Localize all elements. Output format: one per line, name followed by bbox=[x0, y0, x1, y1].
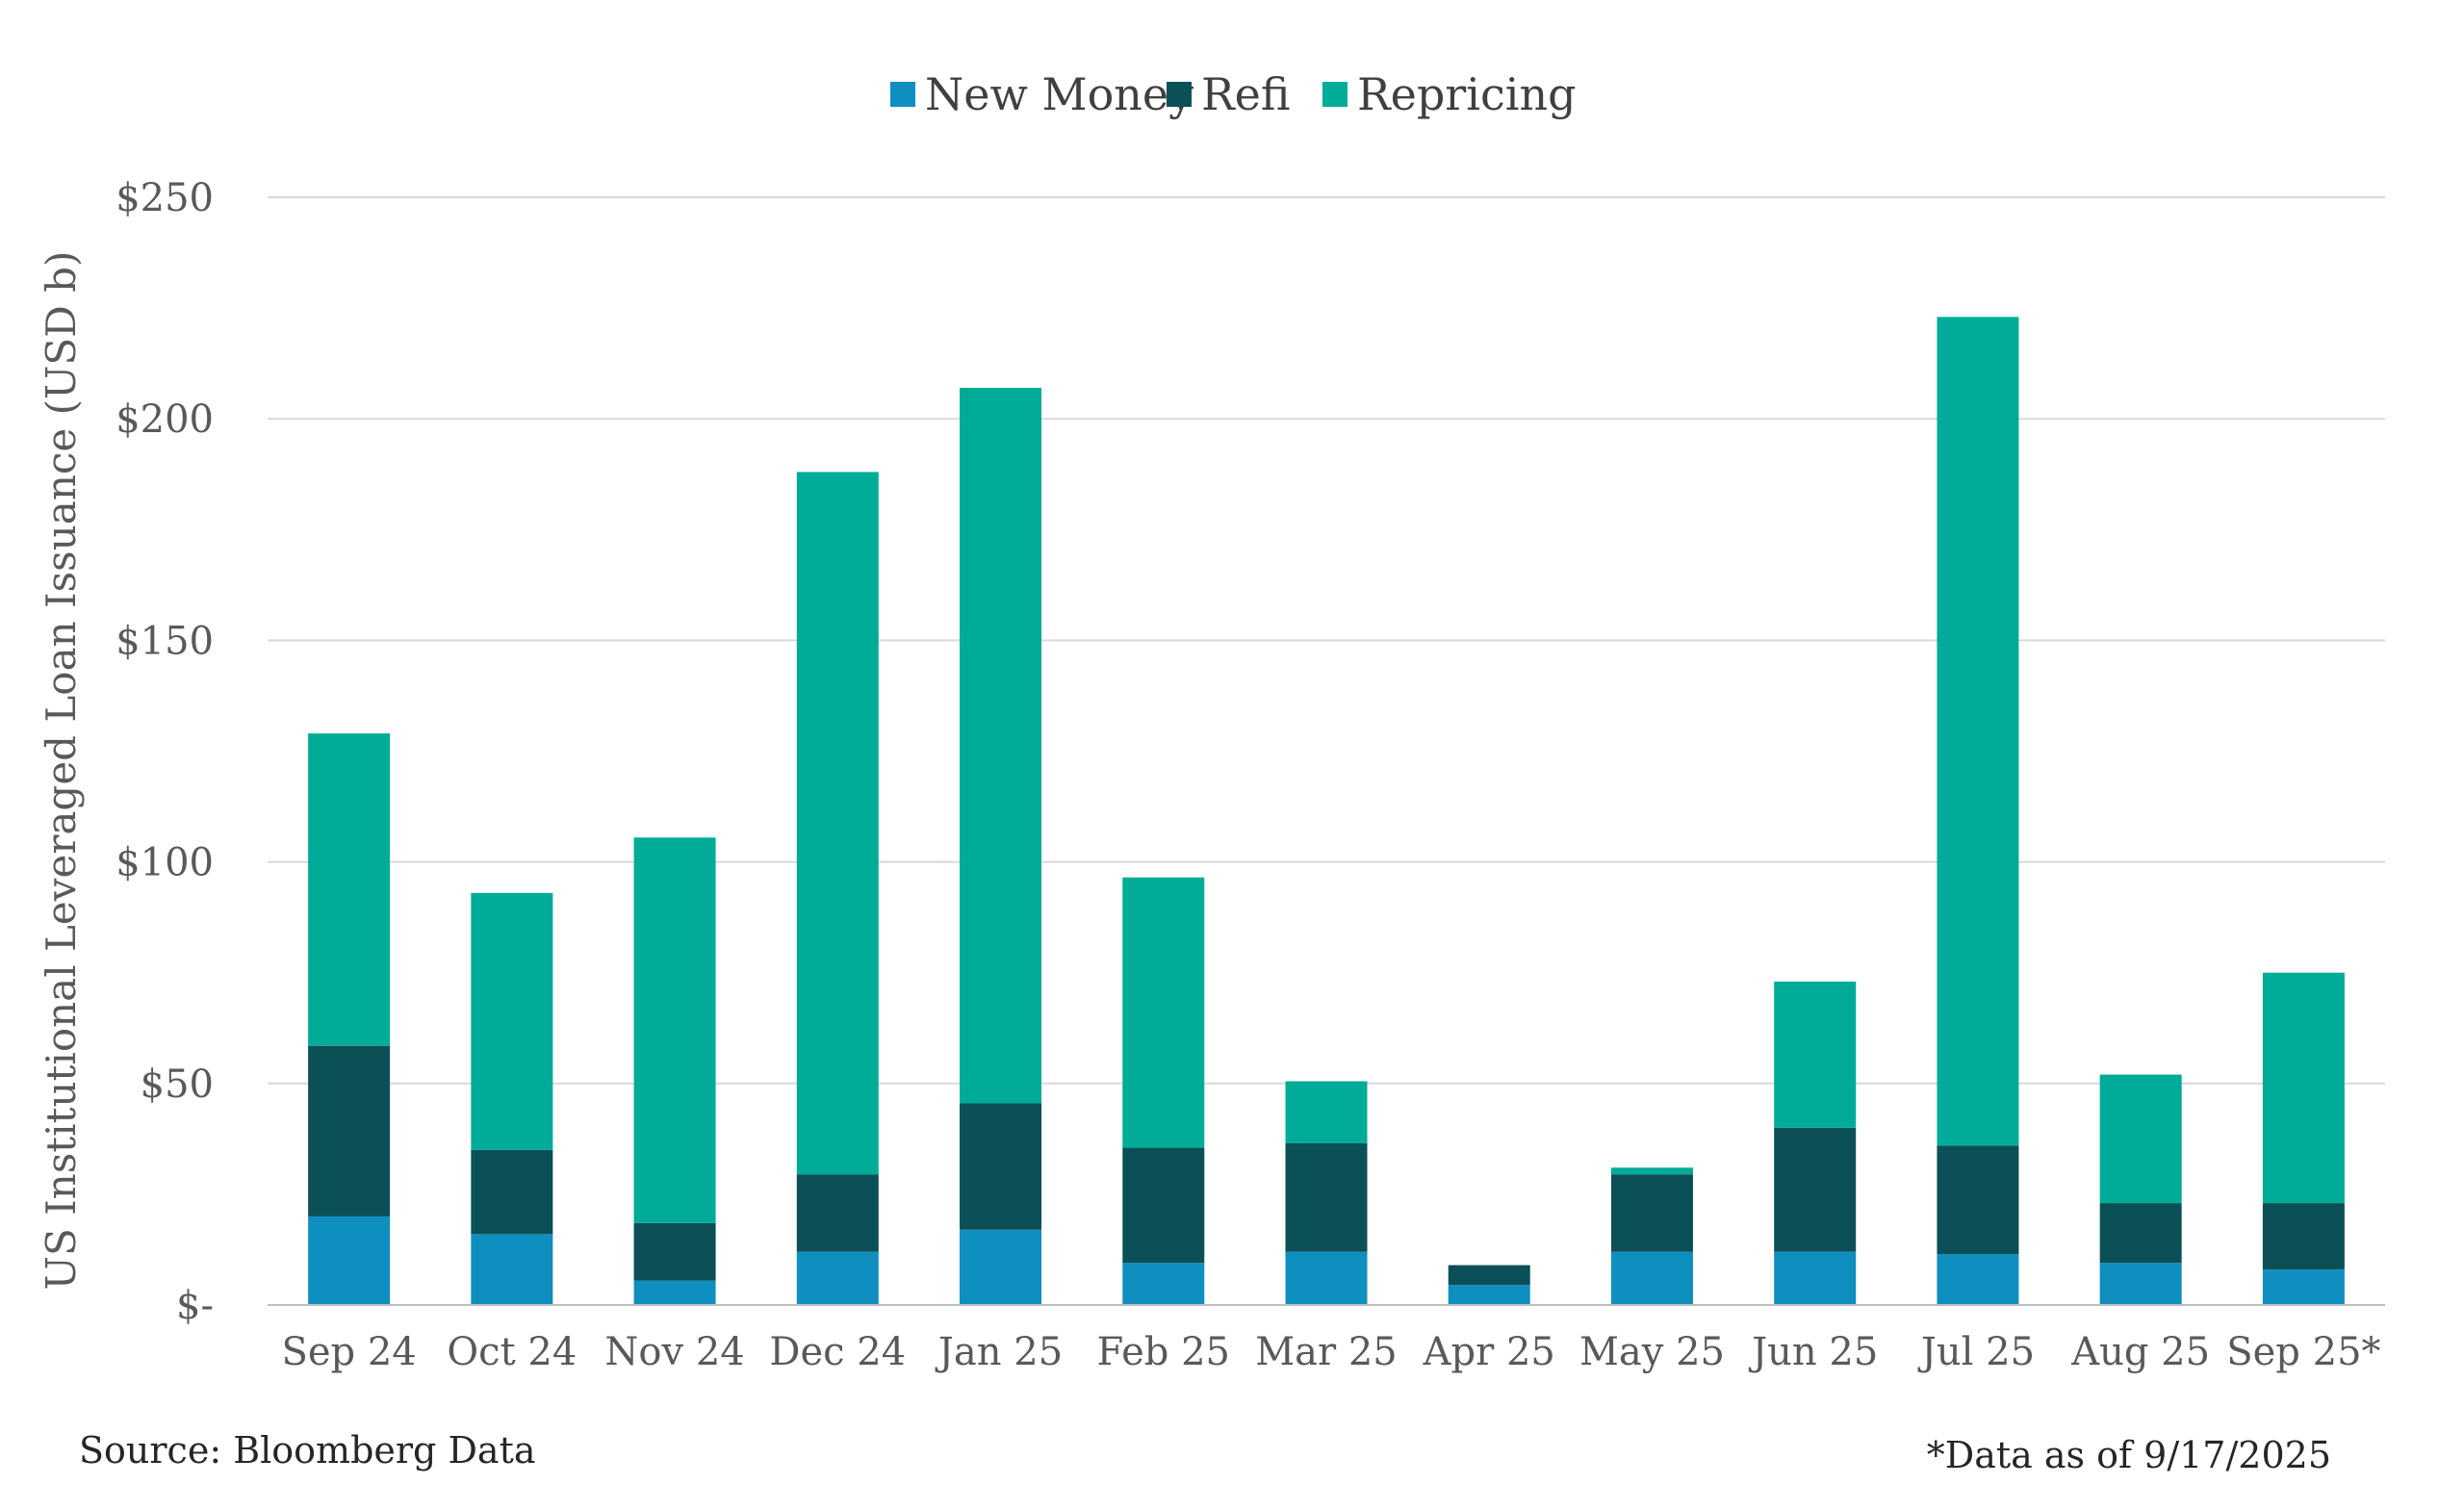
y-tick-label: $200 bbox=[116, 397, 214, 442]
bar-segment-refi bbox=[471, 1149, 553, 1235]
x-tick-label: Feb 25 bbox=[1097, 1330, 1230, 1374]
y-tick-label: $- bbox=[176, 1284, 214, 1328]
bar-segment-repricing bbox=[1774, 981, 1857, 1128]
legend-label: Refi bbox=[1201, 68, 1291, 120]
bar-segment-repricing bbox=[1937, 317, 2019, 1146]
y-tick-label: $250 bbox=[116, 176, 214, 220]
bar-segment-new-money bbox=[2099, 1263, 2182, 1305]
bar-segment-repricing bbox=[308, 733, 391, 1046]
x-tick-label: Aug 25 bbox=[2070, 1330, 2210, 1374]
bar-segment-new-money bbox=[1285, 1251, 1368, 1305]
x-tick-label: Jun 25 bbox=[1748, 1330, 1878, 1374]
bar-segment-refi bbox=[1122, 1147, 1205, 1264]
bar-segment-new-money bbox=[1610, 1251, 1693, 1305]
x-tick-label: Apr 25 bbox=[1423, 1330, 1555, 1374]
legend-label: New Money bbox=[925, 68, 1194, 120]
bar-segment-refi bbox=[2099, 1203, 2182, 1264]
bar-segment-new-money bbox=[1937, 1254, 2019, 1305]
x-tick-label: Oct 24 bbox=[447, 1330, 577, 1374]
bar-segment-repricing bbox=[471, 892, 553, 1150]
bar-segment-repricing bbox=[633, 837, 716, 1223]
bar-segment-new-money bbox=[1122, 1263, 1205, 1305]
bar-segment-new-money bbox=[796, 1251, 879, 1305]
bar-segment-refi bbox=[633, 1222, 716, 1281]
x-tick-label: Dec 24 bbox=[769, 1330, 906, 1374]
bar-segment-repricing bbox=[1610, 1167, 1693, 1175]
y-axis-ticks: $- $50 $100 $150 $200 $250 bbox=[116, 176, 214, 1328]
data-as-of-note: *Data as of 9/17/2025 bbox=[1926, 1434, 2331, 1476]
bar-segment-refi bbox=[1937, 1145, 2019, 1255]
gridlines bbox=[268, 196, 2385, 1085]
legend-swatch bbox=[1322, 82, 1348, 107]
x-tick-label: Mar 25 bbox=[1255, 1330, 1398, 1374]
y-tick-label: $150 bbox=[116, 619, 214, 663]
x-tick-label: May 25 bbox=[1579, 1330, 1725, 1374]
source-note: Source: Bloomberg Data bbox=[79, 1429, 536, 1472]
bar-segment-refi bbox=[308, 1045, 391, 1216]
y-tick-label: $50 bbox=[141, 1062, 214, 1107]
bars bbox=[308, 317, 2345, 1305]
bar-segment-new-money bbox=[2262, 1269, 2345, 1305]
bar-segment-repricing bbox=[2262, 972, 2345, 1204]
legend-label: Repricing bbox=[1357, 68, 1577, 120]
x-tick-label: Sep 25* bbox=[2226, 1330, 2380, 1374]
bar-segment-repricing bbox=[796, 472, 879, 1175]
bar-segment-refi bbox=[1285, 1142, 1368, 1252]
bar-segment-repricing bbox=[960, 387, 1042, 1104]
bar-segment-repricing bbox=[1122, 877, 1205, 1148]
bar-segment-new-money bbox=[308, 1216, 391, 1305]
legend-swatch bbox=[1167, 82, 1192, 107]
bar-segment-repricing bbox=[2099, 1074, 2182, 1204]
x-tick-label: Sep 24 bbox=[281, 1330, 416, 1374]
x-tick-label: Jan 25 bbox=[935, 1330, 1063, 1374]
bar-segment-new-money bbox=[1448, 1285, 1530, 1305]
bar-segment-new-money bbox=[471, 1234, 553, 1305]
x-tick-label: Jul 25 bbox=[1917, 1330, 2035, 1374]
y-axis-title: US Institutional Leveraged Loan Issuance… bbox=[38, 251, 85, 1291]
bar-segment-refi bbox=[1610, 1174, 1693, 1252]
bar-segment-refi bbox=[960, 1103, 1042, 1230]
bar-segment-repricing bbox=[1285, 1081, 1368, 1143]
x-axis-ticks: Sep 24 Oct 24 Nov 24 Dec 24 Jan 25 Feb 25 Mar … bbox=[281, 1330, 2380, 1374]
bar-segment-refi bbox=[1448, 1265, 1530, 1286]
y-tick-label: $100 bbox=[116, 841, 214, 885]
bar-segment-new-money bbox=[960, 1229, 1042, 1305]
bar-segment-refi bbox=[1774, 1127, 1857, 1252]
legend: New Money Refi Repricing bbox=[890, 68, 1577, 120]
bar-segment-refi bbox=[796, 1174, 879, 1252]
bar-segment-new-money bbox=[1774, 1251, 1857, 1305]
bar-segment-refi bbox=[2262, 1203, 2345, 1270]
legend-swatch bbox=[890, 82, 915, 107]
x-tick-label: Nov 24 bbox=[604, 1330, 744, 1374]
bar-segment-new-money bbox=[633, 1280, 716, 1305]
